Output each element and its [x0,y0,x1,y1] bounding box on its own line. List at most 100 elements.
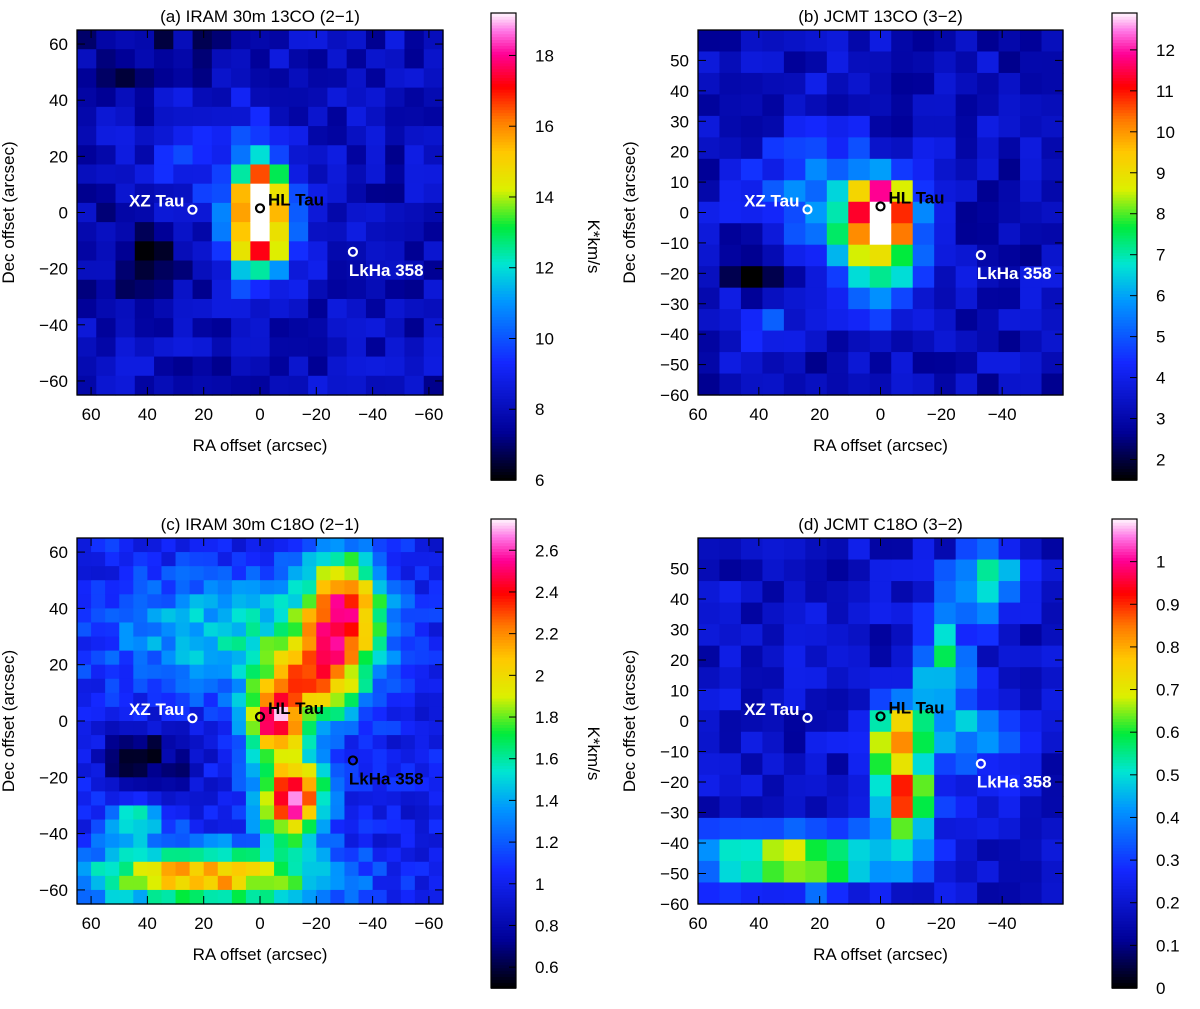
colorbar-segment [491,284,516,289]
colorbar-segment [1112,803,1137,808]
heatmap-cell [161,861,177,877]
heatmap-cell [260,805,275,821]
heatmap-cell [826,559,849,582]
heatmap-cell [105,735,120,750]
heatmap-cell [316,889,331,905]
colorbar-segment [1112,774,1137,778]
heatmap-cell [891,559,914,582]
heatmap-cell [96,241,117,262]
heatmap-cell [231,819,247,835]
heatmap-cell [740,817,764,841]
colorbar-segment [1112,322,1137,327]
heatmap-cell [211,260,232,281]
x-tick-label: 20 [194,914,213,933]
heatmap-cell [848,731,871,754]
colorbar-segment [1112,856,1137,860]
panel-d: 60 40 20 0 −20 −40−60−50−40−30−20−10010203040… [620,515,1180,998]
heatmap-cell [428,552,444,567]
colorbar-segment [1112,806,1137,810]
heatmap-cell [231,87,251,108]
heatmap-cell [91,552,106,567]
colorbar-segment [491,680,516,684]
colorbar-tick-label: 1.2 [535,833,559,852]
colorbar-segment [491,380,516,385]
y-tick-label: −60 [660,386,689,405]
heatmap-cell [762,882,785,905]
heatmap-cell [231,594,247,609]
colorbar-segment [491,703,516,708]
heatmap-cell [189,552,205,567]
colorbar-frame [1111,12,1138,481]
colorbar-segment [491,74,516,79]
heatmap-cell [133,861,148,877]
colorbar-segment [491,85,516,90]
heatmap-cell [217,791,233,807]
heatmap-cell [912,266,935,289]
colorbar-segment [491,832,516,837]
y-tick-label: −20 [660,773,689,792]
heatmap-cell [175,791,191,807]
colorbar-segment [1112,296,1137,300]
heatmap-cell [327,126,348,146]
colorbar-segment [1112,560,1137,564]
colorbar-segment [491,112,516,116]
heatmap-cell [386,692,402,708]
colorbar-segment [1112,691,1137,696]
colorbar-segment [1112,879,1137,884]
heatmap-cell [269,183,290,204]
heatmap-cell [1041,30,1064,53]
colorbar-segment [491,967,516,972]
heatmap-cell [934,201,957,224]
colorbar-segment [1112,776,1137,781]
heatmap-cell [1041,710,1064,733]
heatmap-cell [428,608,444,624]
heatmap-cell [119,833,134,849]
heatmap-cell [428,819,444,835]
heatmap-cell [250,87,271,108]
heatmap-cell [330,735,346,750]
y-tick-label: 10 [670,682,689,701]
heatmap-cell [91,889,106,905]
heatmap-cell [217,650,233,666]
heatmap-cell [77,861,92,877]
heatmap-cell [372,706,388,722]
heatmap-cell [274,552,289,567]
heatmap-cell [346,337,367,358]
colorbar-segment [491,103,516,108]
heatmap-cell [912,223,935,246]
heatmap-cell [386,847,402,863]
heatmap-cell [762,158,785,181]
heatmap-cell [698,158,721,181]
colorbar-segment [491,630,516,635]
heatmap-cell [423,318,444,338]
heatmap-cell [346,164,367,185]
heatmap-cell [260,833,275,849]
colorbar-segment [1112,56,1137,61]
heatmap-cell [288,678,303,694]
colorbar-segment [491,173,516,178]
heatmap-cell [698,624,721,647]
heatmap-cell [344,678,360,694]
heatmap-cell [77,566,92,581]
heatmap-cell [203,594,219,609]
heatmap-cell [147,678,163,694]
heatmap-cell [288,706,303,722]
heatmap-cell [869,180,892,203]
heatmap-cell [119,791,134,807]
colorbar-tick-label: 0.1 [1156,936,1180,955]
colorbar-segment [1112,612,1137,617]
heatmap-d [698,538,1064,905]
heatmap-cell [302,749,317,764]
heatmap-cell [330,833,346,849]
colorbar-segment [1112,621,1137,626]
heatmap-cell [288,298,309,319]
heatmap-cell [115,183,136,204]
heatmap-cell [288,805,303,821]
heatmap-cell [189,664,205,680]
heatmap-cell [175,580,191,595]
heatmap-cell [891,667,914,690]
heatmap-cell [372,721,388,736]
colorbar-segment [1112,732,1137,737]
heatmap-cell [77,889,92,905]
source-marker [802,712,813,724]
